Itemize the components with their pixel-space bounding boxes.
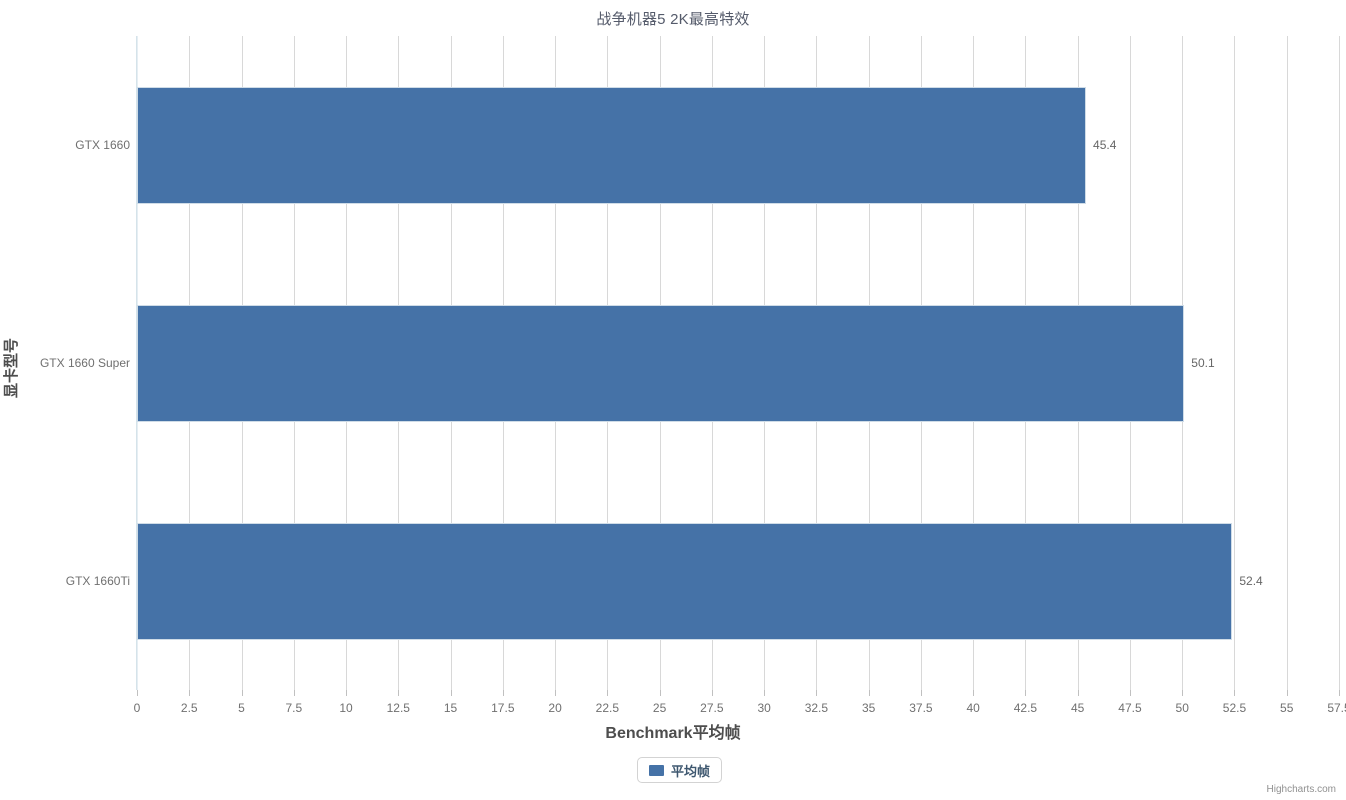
bar[interactable] [137, 304, 1184, 422]
x-axis-tick-label: 17.5 [491, 701, 515, 715]
x-axis-tick-label: 15 [443, 701, 458, 715]
x-axis-tick-label: 5 [238, 701, 245, 715]
x-axis-tick-mark [921, 690, 922, 696]
gridline [1339, 36, 1340, 690]
x-axis-tick-label: 7.5 [285, 701, 303, 715]
x-axis-tick-mark [555, 690, 556, 696]
x-axis-tick-mark [973, 690, 974, 696]
x-axis-tick-label: 40 [966, 701, 980, 715]
x-axis-tick-label: 0 [133, 701, 141, 715]
highcharts-credits[interactable]: Highcharts.com [1266, 784, 1336, 795]
x-axis-tick-label: 35 [861, 701, 876, 715]
x-axis-tick-mark [137, 690, 138, 696]
x-axis-tick-label: 57.5 [1327, 701, 1346, 715]
y-axis-category-label: GTX 1660 [75, 138, 130, 152]
x-axis-tick-label: 55 [1280, 701, 1294, 715]
x-axis-tick-mark [1287, 690, 1288, 696]
x-axis-tick-label: 12.5 [386, 701, 410, 715]
x-axis-tick-label: 30 [757, 701, 771, 715]
bar[interactable] [137, 86, 1086, 204]
gridline [1287, 36, 1288, 690]
x-axis-tick-mark [607, 690, 608, 696]
legend-item-label: 平均帧 [671, 763, 711, 779]
y-axis-category-label: GTX 1660Ti [65, 574, 130, 588]
x-axis-tick-label: 47.5 [1118, 701, 1142, 715]
x-axis-tick-mark [712, 690, 713, 696]
y-axis-title: 显卡型号 [3, 337, 20, 398]
x-axis-tick-mark [816, 690, 817, 696]
x-axis-title: Benchmark平均帧 [605, 725, 741, 742]
x-axis-tick-mark [869, 690, 870, 696]
chart-legend[interactable]: 平均帧 [637, 757, 723, 783]
x-axis-tick-label: 37.5 [909, 701, 933, 715]
y-axis-line [136, 36, 137, 690]
x-axis-tick-label: 52.5 [1222, 701, 1247, 715]
x-axis-tick-mark [1025, 690, 1026, 696]
bar-data-label: 50.1 [1191, 356, 1215, 370]
x-axis-tick-label: 2.5 [180, 701, 198, 715]
x-axis-tick-mark [660, 690, 661, 696]
x-axis-tick-mark [764, 690, 765, 696]
plot-area [137, 36, 1340, 690]
x-axis-tick-label: 22.5 [595, 701, 620, 715]
y-axis-category-label: GTX 1660 Super [39, 356, 130, 370]
x-axis-tick-mark [1130, 690, 1131, 696]
x-axis-tick-label: 25 [652, 701, 667, 715]
x-axis-tick-label: 42.5 [1013, 701, 1038, 715]
x-axis-tick-mark [242, 690, 243, 696]
x-axis-tick-label: 20 [548, 701, 562, 715]
x-axis-tick-label: 32.5 [804, 701, 829, 715]
x-axis-tick-mark [1339, 690, 1340, 696]
x-axis-tick-label: 45 [1071, 701, 1085, 715]
x-axis-tick-mark [346, 690, 347, 696]
x-axis-tick-mark [451, 690, 452, 696]
x-axis-tick-label: 50 [1175, 701, 1189, 715]
x-axis-tick-label: 10 [339, 701, 353, 715]
x-axis-tick-mark [189, 690, 190, 696]
bar-data-label: 45.4 [1093, 138, 1117, 152]
bar-data-label: 52.4 [1239, 574, 1263, 588]
x-axis-tick-label: 27.5 [700, 701, 724, 715]
x-axis-tick-mark [1078, 690, 1079, 696]
legend-swatch-icon [649, 764, 664, 776]
x-axis-tick-mark [503, 690, 504, 696]
x-axis-tick-mark [398, 690, 399, 696]
x-axis-tick-mark [1234, 690, 1235, 696]
x-axis-tick-mark [1182, 690, 1183, 696]
bar[interactable] [137, 522, 1232, 640]
gridline [1234, 36, 1235, 690]
x-axis-tick-mark [294, 690, 295, 696]
chart-title: 战争机器5 2K最高特效 [596, 11, 750, 28]
